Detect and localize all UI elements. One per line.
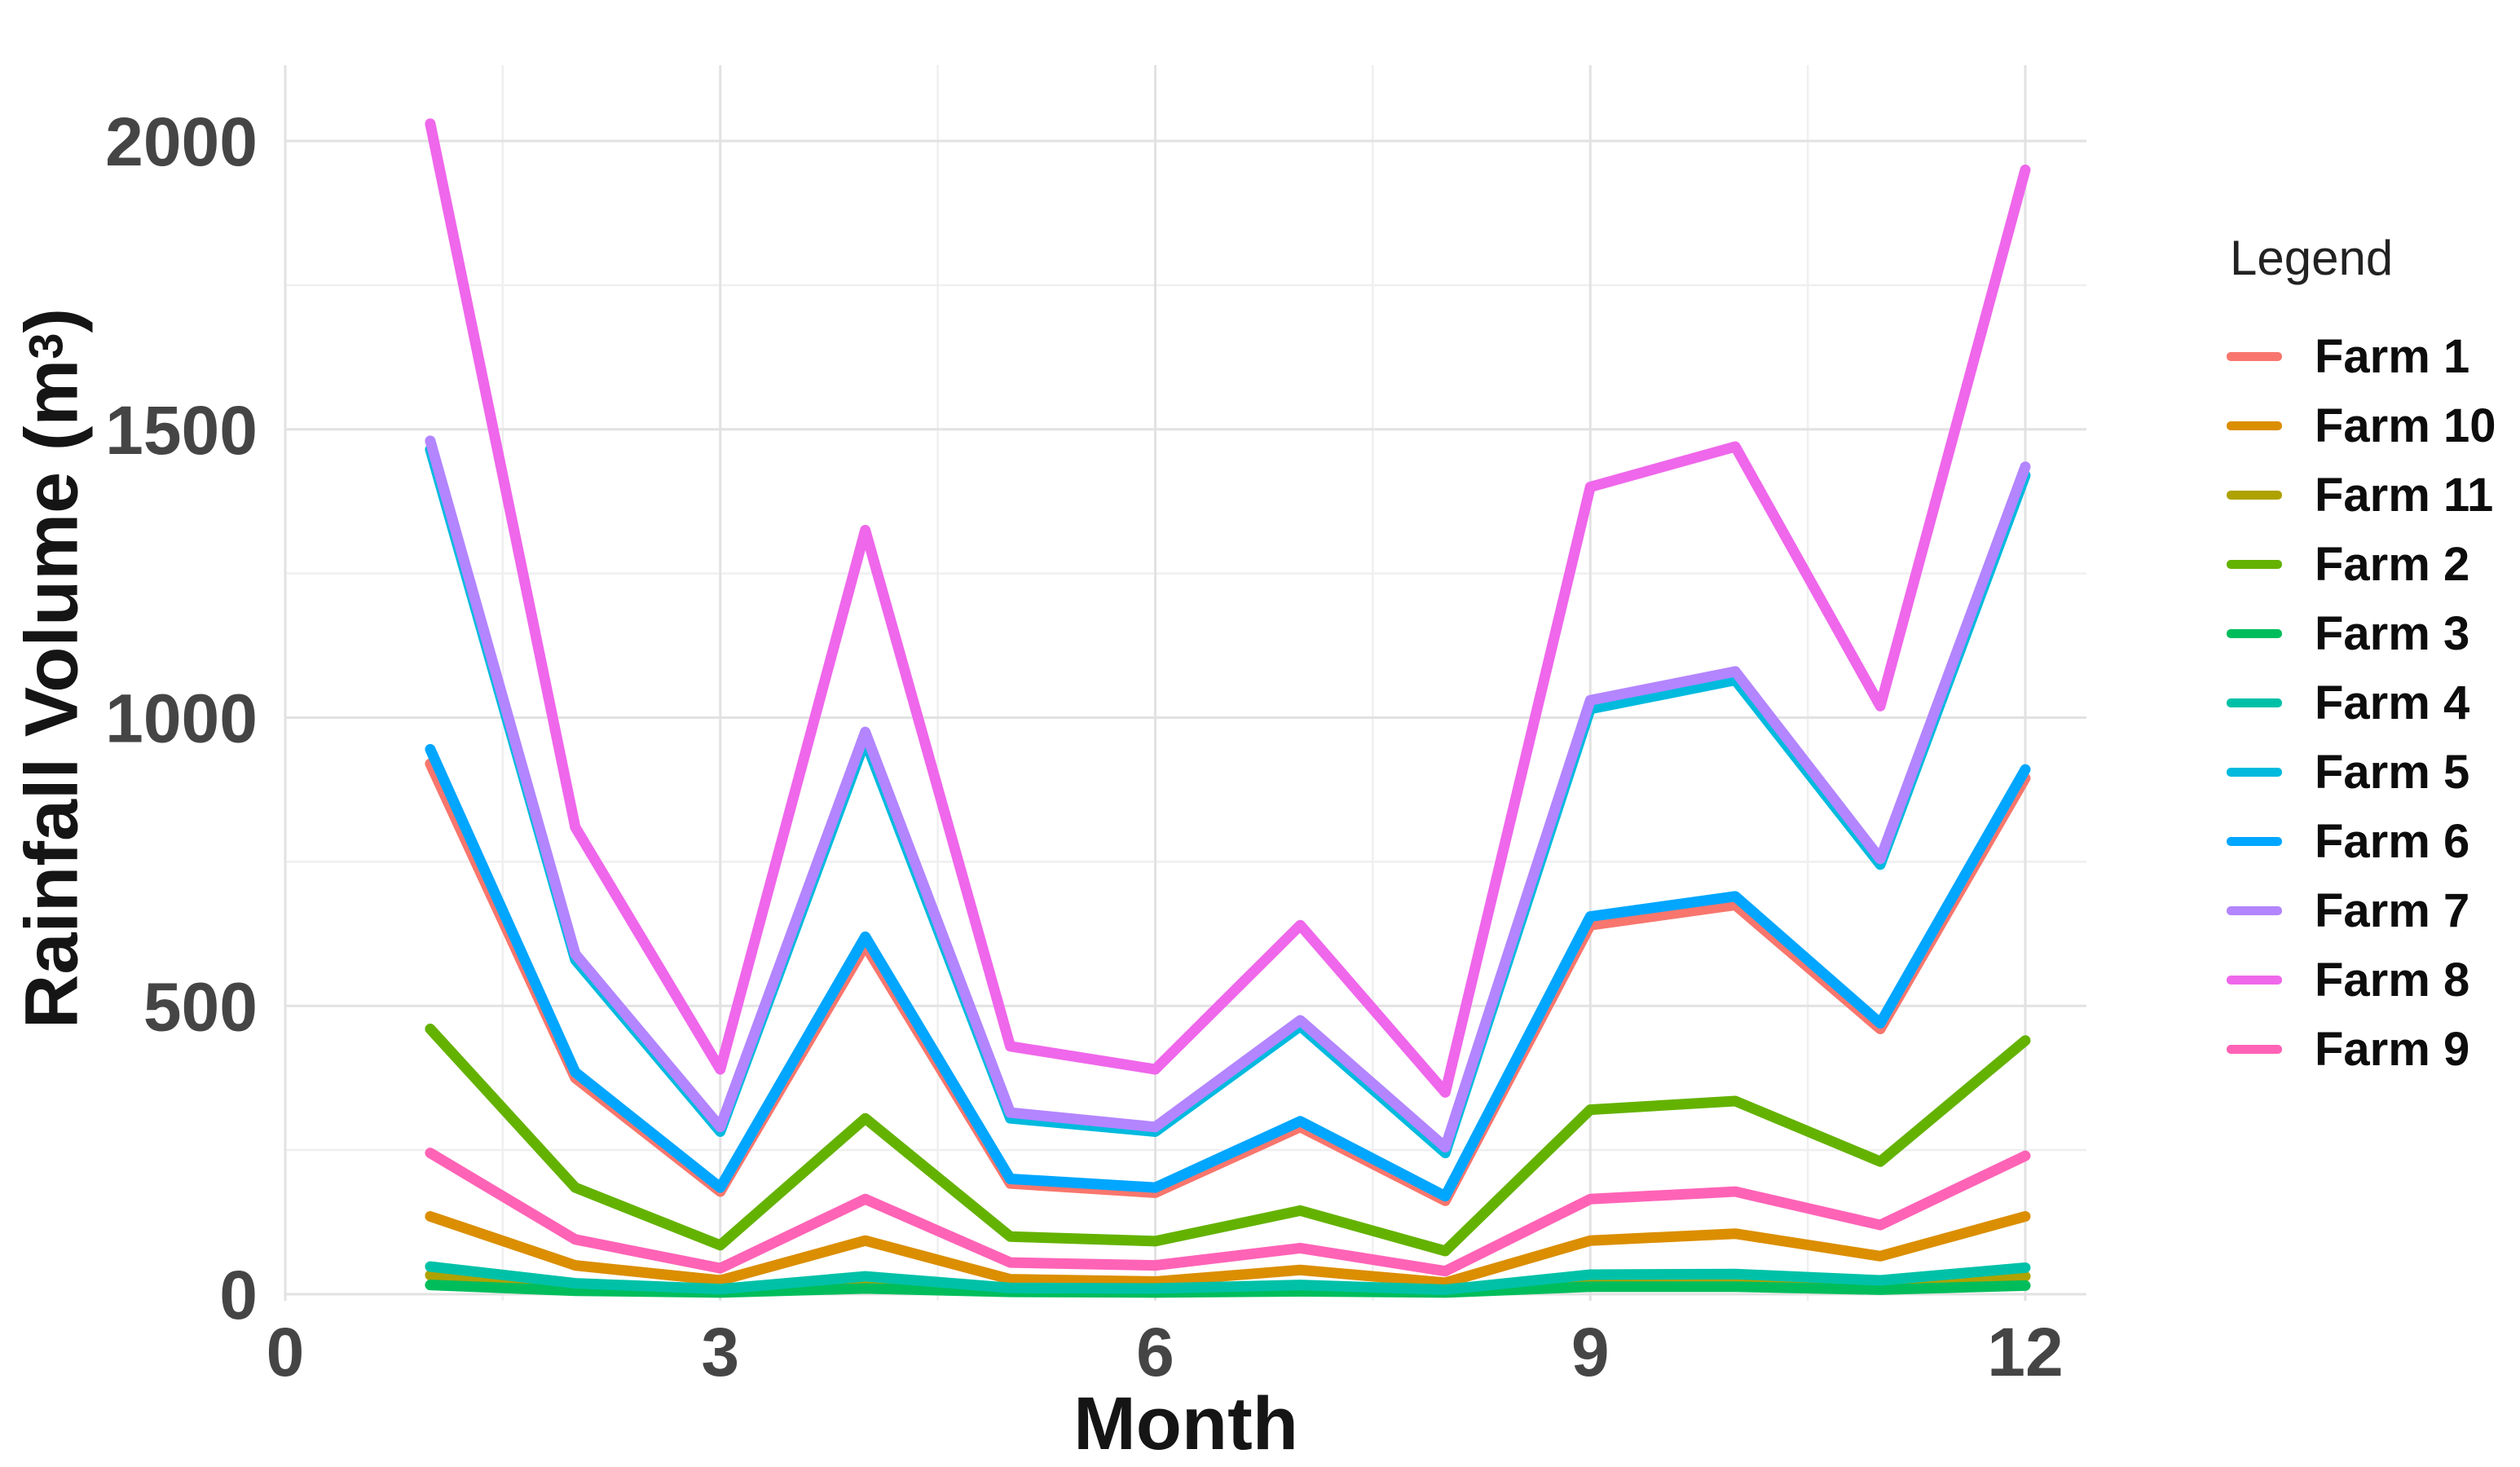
- series-line-farm-7: [425, 435, 2031, 1153]
- legend-item-label: Farm 9: [2315, 1023, 2470, 1076]
- legend-item-farm-9: Farm 9: [2227, 1015, 2496, 1084]
- series-line-farm-9: [425, 1148, 2031, 1277]
- legend-item-farm-4: Farm 4: [2227, 668, 2496, 738]
- y-axis-title-superscript: 3: [20, 333, 73, 359]
- legend-swatch-icon: [2227, 1045, 2282, 1054]
- legend-swatch-icon: [2227, 352, 2282, 361]
- legend-item-farm-7: Farm 7: [2227, 876, 2496, 945]
- x-tick-label: 6: [1136, 1314, 1174, 1390]
- x-tick-label: 12: [1987, 1314, 2063, 1390]
- legend-item-label: Farm 3: [2315, 607, 2470, 660]
- legend-swatch-icon: [2227, 421, 2282, 430]
- legend-items: Farm 1 Farm 10 Farm 11 Farm 2 Farm 3 Farm 4 Fa…: [2227, 322, 2496, 1084]
- legend-item-farm-2: Farm 2: [2227, 530, 2496, 599]
- legend-item-label: Farm 7: [2315, 884, 2470, 937]
- legend-item-farm-6: Farm 6: [2227, 807, 2496, 876]
- legend-item-label: Farm 2: [2315, 538, 2470, 591]
- legend-item-farm-10: Farm 10: [2227, 391, 2496, 460]
- legend-swatch-icon: [2227, 560, 2282, 569]
- series-line-farm-8: [425, 118, 2031, 1098]
- legend-item-farm-1: Farm 1: [2227, 322, 2496, 391]
- y-tick-label: 2000: [105, 104, 258, 180]
- legend-item-farm-3: Farm 3: [2227, 599, 2496, 668]
- y-tick-label: 0: [219, 1257, 258, 1333]
- y-tick-label: 1000: [105, 681, 258, 757]
- legend-item-farm-11: Farm 11: [2227, 460, 2496, 530]
- legend-title: Legend: [2230, 231, 2394, 285]
- legend-item-label: Farm 8: [2315, 954, 2470, 1007]
- series-line-farm-2: [425, 1024, 2031, 1257]
- legend-item-label: Farm 4: [2315, 676, 2470, 729]
- y-axis-title: Rainfall Volume (m3): [10, 308, 95, 1029]
- legend-swatch-icon: [2227, 906, 2282, 915]
- y-tick-label: 500: [143, 968, 258, 1045]
- legend-item-label: Farm 10: [2315, 399, 2496, 452]
- legend-item-label: Farm 1: [2315, 330, 2470, 383]
- legend-swatch-icon: [2227, 491, 2282, 500]
- y-tick-label: 1500: [105, 392, 258, 469]
- legend-swatch-icon: [2227, 976, 2282, 985]
- x-tick-label: 9: [1571, 1314, 1610, 1390]
- legend-item-label: Farm 5: [2315, 746, 2470, 799]
- series-line-farm-6: [425, 743, 2031, 1202]
- series-line-farm-4: [425, 1261, 2031, 1295]
- legend-item-farm-8: Farm 8: [2227, 945, 2496, 1015]
- legend-swatch-icon: [2227, 629, 2282, 638]
- x-tick-label: 0: [267, 1314, 305, 1390]
- series-line-farm-5: [425, 444, 2031, 1159]
- x-tick-label: 3: [701, 1314, 739, 1390]
- legend-item-label: Farm 11: [2315, 469, 2494, 522]
- y-axis-title-text: Rainfall Volume (m: [10, 359, 94, 1029]
- legend-item-farm-5: Farm 5: [2227, 738, 2496, 807]
- series-line-farm-10: [425, 1210, 2031, 1289]
- legend-swatch-icon: [2227, 698, 2282, 707]
- legend-swatch-icon: [2227, 837, 2282, 846]
- x-axis-title: Month: [1073, 1382, 1298, 1465]
- legend-item-label: Farm 6: [2315, 815, 2470, 868]
- y-axis-title-close: ): [10, 307, 94, 333]
- legend-swatch-icon: [2227, 768, 2282, 777]
